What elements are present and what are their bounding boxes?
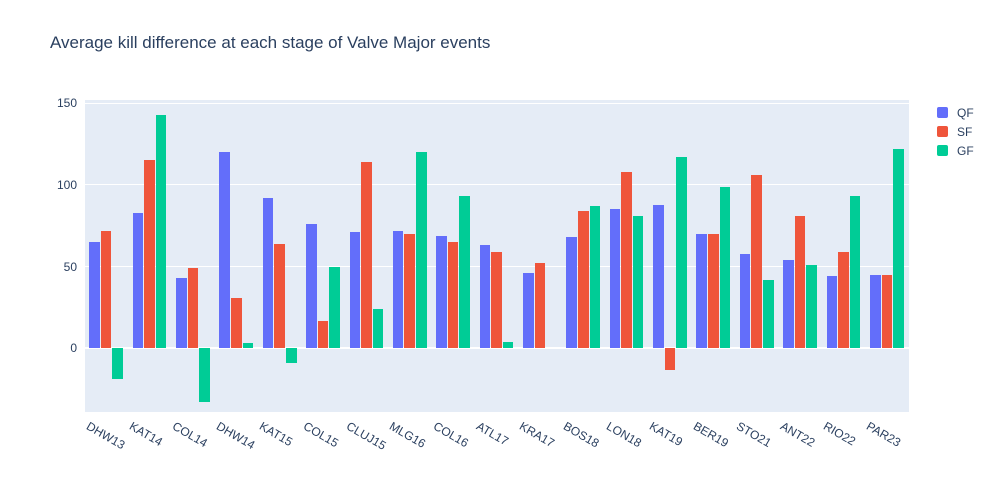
x-tick-label-cluj15: CLUJ15 bbox=[343, 419, 389, 453]
bar-qf-bos18[interactable] bbox=[566, 237, 577, 349]
legend-label-gf: GF bbox=[957, 143, 974, 158]
zero-line bbox=[85, 347, 909, 350]
gridline-100 bbox=[85, 184, 909, 186]
bar-sf-cluj15[interactable] bbox=[361, 162, 372, 349]
x-tick-label-rio22: RIO22 bbox=[820, 419, 858, 449]
bar-qf-par23[interactable] bbox=[869, 274, 881, 349]
bar-qf-col14[interactable] bbox=[176, 278, 187, 349]
bar-gf-mlg16[interactable] bbox=[416, 152, 427, 349]
bar-qf-cluj15[interactable] bbox=[349, 232, 361, 349]
x-tick-label-sto21: STO21 bbox=[734, 419, 774, 451]
bar-gf-rio22[interactable] bbox=[849, 196, 861, 349]
bar-gf-dhw14[interactable] bbox=[242, 343, 254, 349]
bar-gf-atl17[interactable] bbox=[502, 341, 514, 349]
y-tick-label-50: 50 bbox=[63, 259, 77, 274]
bar-sf-atl17[interactable] bbox=[491, 251, 502, 349]
bar-gf-bos18[interactable] bbox=[589, 206, 601, 349]
x-tick-label-par23: PAR23 bbox=[864, 419, 904, 450]
bar-sf-kat19[interactable] bbox=[664, 348, 676, 370]
x-tick-label-ant22: ANT22 bbox=[777, 419, 817, 450]
y-tick-label-0: 0 bbox=[70, 341, 77, 356]
bar-sf-kat14[interactable] bbox=[144, 160, 155, 349]
x-tick-label-kra17: KRA17 bbox=[517, 419, 558, 451]
x-tick-label-dhw14: DHW14 bbox=[213, 419, 258, 453]
bar-qf-dhw13[interactable] bbox=[89, 242, 100, 349]
bar-qf-mlg16[interactable] bbox=[392, 230, 404, 349]
bar-gf-dhw13[interactable] bbox=[112, 348, 124, 380]
gridline-150 bbox=[85, 102, 909, 104]
bar-gf-kat19[interactable] bbox=[676, 157, 687, 349]
x-tick-label-atl17: ATL17 bbox=[474, 419, 511, 449]
x-tick-label-mlg16: MLG16 bbox=[387, 419, 429, 451]
bar-gf-lon18[interactable] bbox=[632, 215, 644, 349]
bar-gf-kat15[interactable] bbox=[285, 348, 297, 363]
x-tick-label-col14: COL14 bbox=[170, 419, 211, 451]
bar-gf-cluj15[interactable] bbox=[372, 309, 384, 349]
bar-qf-col16[interactable] bbox=[436, 235, 447, 349]
legend: QF SF GF bbox=[937, 103, 974, 160]
bar-gf-col16[interactable] bbox=[459, 196, 470, 349]
x-tick-label-col16: COL16 bbox=[430, 419, 471, 451]
bar-gf-ant22[interactable] bbox=[806, 264, 817, 349]
bar-sf-mlg16[interactable] bbox=[404, 233, 416, 349]
bar-qf-atl17[interactable] bbox=[479, 245, 491, 349]
legend-swatch-qf bbox=[937, 107, 948, 118]
bar-qf-ber19[interactable] bbox=[696, 233, 708, 349]
bar-sf-col14[interactable] bbox=[187, 268, 199, 349]
bar-qf-dhw14[interactable] bbox=[219, 152, 230, 349]
bar-qf-kat19[interactable] bbox=[653, 204, 664, 349]
bar-sf-rio22[interactable] bbox=[838, 251, 849, 349]
x-tick-label-lon18: LON18 bbox=[604, 419, 645, 451]
bar-gf-col15[interactable] bbox=[329, 266, 340, 349]
x-tick-label-bos18: BOS18 bbox=[560, 419, 602, 451]
bar-gf-sto21[interactable] bbox=[762, 279, 774, 349]
bar-qf-kat14[interactable] bbox=[132, 212, 144, 349]
bar-gf-par23[interactable] bbox=[893, 149, 904, 349]
x-tick-label-kat19: KAT19 bbox=[647, 419, 686, 450]
bar-sf-col15[interactable] bbox=[317, 320, 329, 349]
bar-sf-ber19[interactable] bbox=[708, 233, 719, 349]
x-tick-label-ber19: BER19 bbox=[690, 419, 731, 451]
x-tick-label-dhw13: DHW13 bbox=[83, 419, 128, 453]
bar-qf-ant22[interactable] bbox=[783, 260, 794, 349]
legend-swatch-sf bbox=[937, 126, 948, 137]
bar-sf-dhw13[interactable] bbox=[100, 230, 112, 349]
chart-title: Average kill difference at each stage of… bbox=[50, 33, 491, 52]
bar-sf-sto21[interactable] bbox=[751, 175, 762, 349]
bar-sf-kra17[interactable] bbox=[534, 263, 546, 349]
bar-sf-lon18[interactable] bbox=[621, 171, 632, 349]
bar-qf-col15[interactable] bbox=[306, 224, 317, 349]
legend-label-sf: SF bbox=[957, 124, 973, 139]
legend-item-qf[interactable]: QF bbox=[937, 103, 974, 122]
bar-gf-col14[interactable] bbox=[199, 348, 210, 403]
bar-sf-par23[interactable] bbox=[881, 274, 893, 349]
bar-qf-kra17[interactable] bbox=[523, 273, 534, 349]
bar-gf-ber19[interactable] bbox=[719, 186, 731, 349]
y-tick-label-100: 100 bbox=[56, 177, 77, 192]
bar-gf-kat14[interactable] bbox=[155, 114, 167, 349]
x-tick-label-kat14: KAT14 bbox=[127, 419, 166, 450]
plot-area[interactable] bbox=[85, 100, 909, 412]
legend-swatch-gf bbox=[937, 145, 948, 156]
bar-sf-col16[interactable] bbox=[447, 242, 459, 349]
bar-sf-kat15[interactable] bbox=[274, 243, 285, 349]
bar-qf-sto21[interactable] bbox=[739, 253, 751, 349]
y-tick-label-150: 150 bbox=[56, 96, 77, 111]
legend-item-gf[interactable]: GF bbox=[937, 141, 974, 160]
bar-sf-bos18[interactable] bbox=[577, 211, 589, 349]
bar-qf-kat15[interactable] bbox=[262, 198, 274, 349]
bar-qf-rio22[interactable] bbox=[826, 276, 838, 349]
bar-sf-ant22[interactable] bbox=[794, 215, 806, 349]
legend-item-sf[interactable]: SF bbox=[937, 122, 974, 141]
legend-label-qf: QF bbox=[957, 105, 974, 120]
x-tick-label-kat15: KAT15 bbox=[257, 419, 296, 450]
bar-sf-dhw14[interactable] bbox=[231, 297, 242, 349]
x-tick-label-col15: COL15 bbox=[300, 419, 341, 451]
bar-qf-lon18[interactable] bbox=[609, 209, 621, 349]
